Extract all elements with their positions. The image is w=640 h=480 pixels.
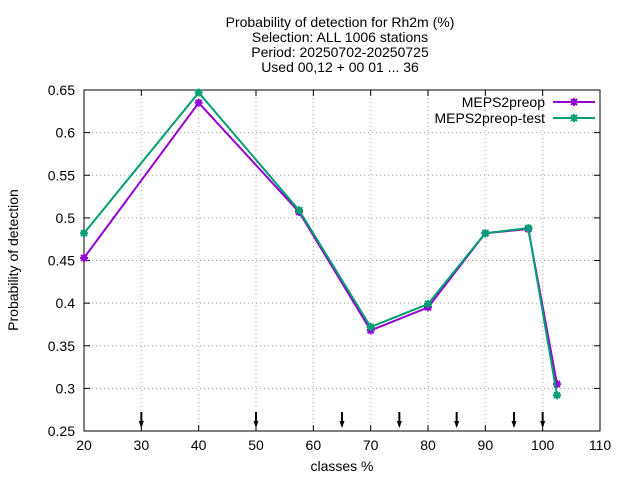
threshold-marker-arrow xyxy=(339,421,345,428)
series-2-point xyxy=(553,391,561,400)
x-tick-label: 60 xyxy=(306,437,322,453)
y-tick-label: 0.45 xyxy=(48,253,75,269)
series-group xyxy=(80,88,561,400)
x-tick-label: 90 xyxy=(478,437,494,453)
grid xyxy=(84,90,600,431)
threshold-marker-arrow xyxy=(396,421,402,428)
title-line-4: Used 00,12 + 00 01 ... 36 xyxy=(261,59,419,75)
title-line-1: Probability of detection for Rh2m (%) xyxy=(226,14,455,30)
axis-ticks: 20 30 40 50 60 70 80 90 100 110 0.25 0.3 0.35 0.4 0.45… xyxy=(48,82,612,453)
series-2-point xyxy=(481,229,490,238)
y-tick-label: 0.6 xyxy=(56,125,76,141)
y-tick-label: 0.55 xyxy=(48,167,75,183)
threshold-marker-arrow xyxy=(540,421,546,428)
y-tick-label: 0.25 xyxy=(48,423,75,439)
series-1-point xyxy=(194,98,203,107)
series-2-point xyxy=(295,206,303,215)
threshold-marker-arrow xyxy=(511,421,517,428)
x-tick-label: 70 xyxy=(363,437,379,453)
plot-frame xyxy=(83,89,601,432)
threshold-marker-arrow xyxy=(253,421,259,428)
chart-title: Probability of detection for Rh2m (%) Se… xyxy=(226,14,455,75)
series-1-point xyxy=(553,380,561,389)
y-axis-label: Probability of detection xyxy=(5,189,21,331)
x-tick-label: 40 xyxy=(191,437,207,453)
x-tick-label: 20 xyxy=(76,437,92,453)
title-line-3: Period: 20250702-20250725 xyxy=(251,44,429,60)
threshold-marker-arrow xyxy=(138,421,144,428)
x-tick-label: 30 xyxy=(134,437,150,453)
x-tick-label: 80 xyxy=(420,437,436,453)
x-tick-label: 110 xyxy=(589,437,612,453)
series-1-point xyxy=(80,253,88,262)
series-2-point xyxy=(424,299,432,308)
y-tick-label: 0.65 xyxy=(48,82,75,98)
series-2-point xyxy=(366,322,375,331)
legend-marker-2 xyxy=(570,114,578,122)
series-2-point xyxy=(194,88,203,97)
y-tick-label: 0.3 xyxy=(56,380,76,396)
y-tick-label: 0.35 xyxy=(48,338,75,354)
legend-label-1: MEPS2preop xyxy=(462,94,545,110)
y-tick-label: 0.5 xyxy=(56,210,76,226)
x-tick-label: 50 xyxy=(248,437,264,453)
series-line-2 xyxy=(83,91,558,396)
legend-label-2: MEPS2preop-test xyxy=(435,110,546,126)
title-line-2: Selection: ALL 1006 stations xyxy=(252,29,428,45)
series-2-point xyxy=(80,229,88,238)
threshold-marker-arrow xyxy=(454,421,460,428)
legend-marker-1 xyxy=(570,98,578,106)
x-tick-label: 100 xyxy=(531,437,555,453)
y-tick-label: 0.4 xyxy=(56,295,76,311)
x-axis-label: classes % xyxy=(310,458,373,474)
threshold-markers xyxy=(138,412,546,428)
series-2-point xyxy=(524,224,533,233)
